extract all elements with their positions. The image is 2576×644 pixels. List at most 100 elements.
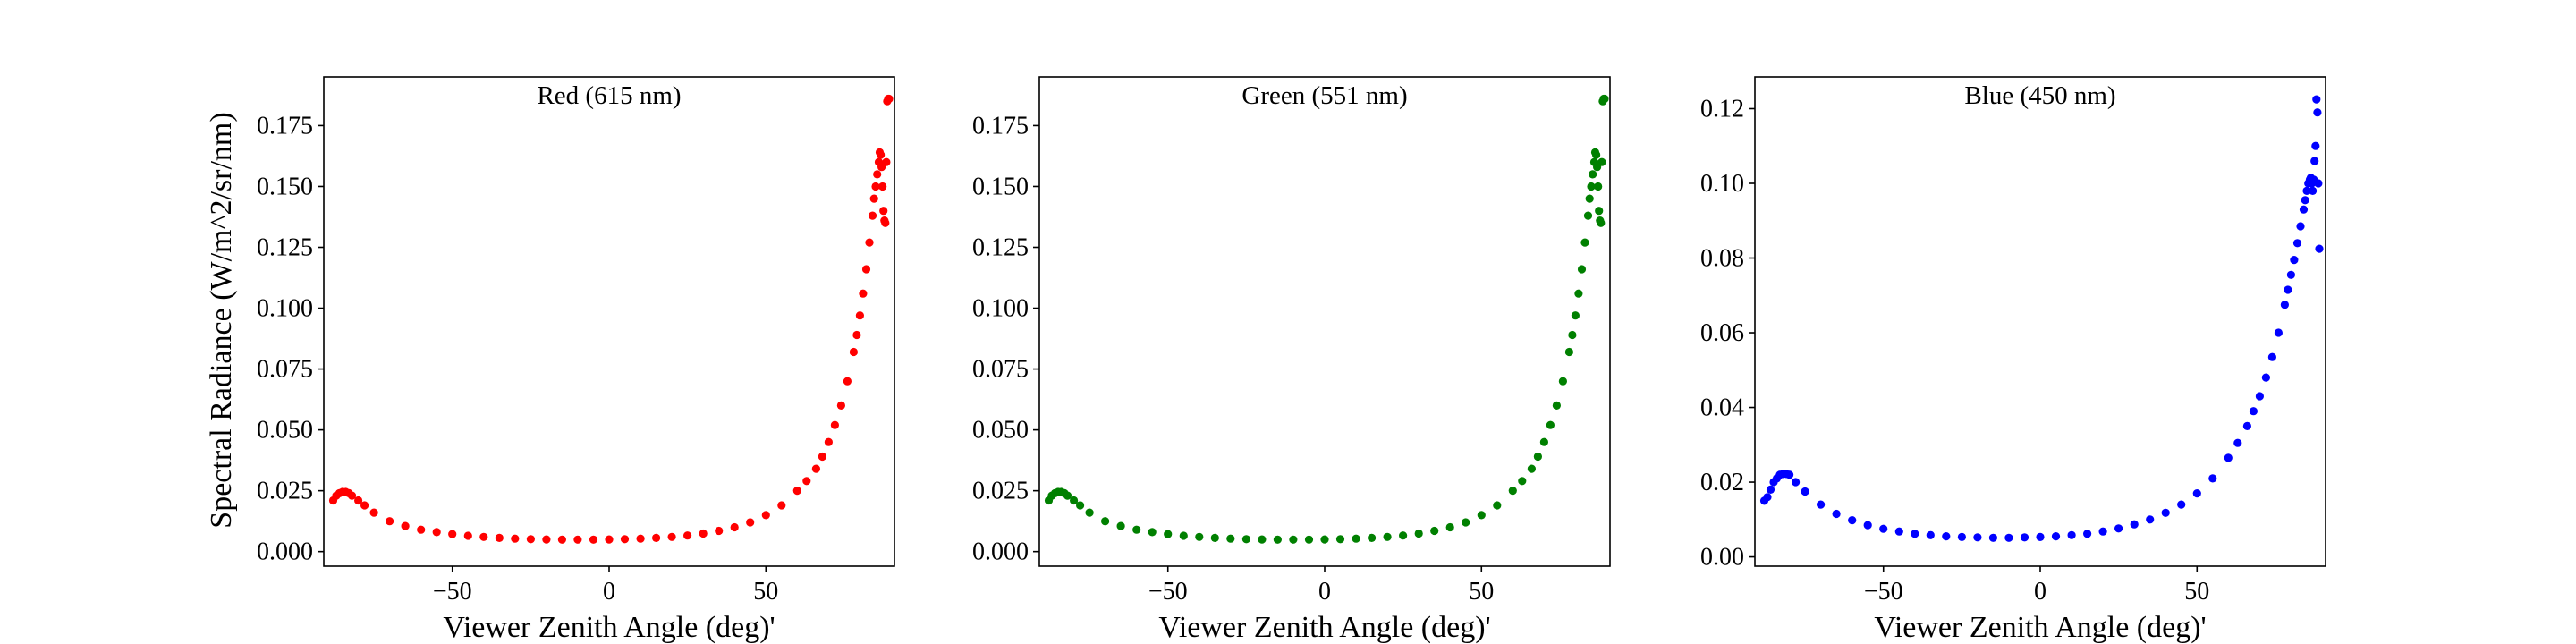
data-point: [511, 534, 520, 543]
x-axis-label: Viewer Zenith Angle (deg)': [1158, 611, 1490, 644]
data-point: [557, 535, 567, 544]
data-point: [881, 218, 890, 227]
x-tick-label: 0: [2034, 578, 2046, 606]
data-point: [1076, 501, 1085, 510]
data-point: [868, 211, 877, 220]
data-point: [589, 535, 598, 544]
y-tick-label: 0.075: [972, 356, 1029, 384]
panels-group: Red (615 nm)−50 0 500.0000.0250.0500.0750.…: [257, 76, 2326, 644]
data-point: [1766, 485, 1775, 495]
y-tick-label: 0.10: [1700, 170, 1744, 198]
data-point: [1258, 535, 1267, 544]
y-tick-label: 0.100: [257, 295, 313, 323]
data-point: [1926, 530, 1935, 539]
data-point: [865, 238, 874, 247]
y-tick-label: 0.00: [1700, 544, 1744, 572]
x-tick-label: 0: [603, 578, 615, 606]
scatter-series-0: [328, 94, 894, 544]
data-point: [1070, 496, 1079, 505]
data-point: [1589, 170, 1597, 179]
data-point: [401, 521, 410, 530]
data-point: [448, 530, 457, 538]
data-point: [1583, 211, 1593, 220]
data-point: [2161, 508, 2170, 517]
data-point: [479, 532, 488, 541]
data-point: [1116, 521, 1125, 530]
data-point: [818, 452, 827, 462]
y-tick-label: 0.08: [1700, 245, 1744, 273]
data-point: [2309, 186, 2318, 195]
data-point: [824, 437, 834, 446]
data-point: [2233, 438, 2242, 447]
data-point: [1518, 477, 1527, 486]
data-point: [2267, 352, 2276, 361]
y-tick-label: 0.000: [972, 538, 1029, 566]
data-point: [1445, 522, 1454, 532]
data-point: [882, 157, 891, 166]
y-tick-label: 0.100: [972, 295, 1029, 323]
data-point: [652, 533, 661, 543]
y-tick-label: 0.04: [1700, 394, 1744, 422]
data-point: [369, 508, 378, 517]
y-tick-label: 0.175: [257, 112, 313, 140]
y-tick-label: 0.175: [972, 112, 1029, 140]
data-point: [1595, 207, 1604, 216]
data-point: [1585, 194, 1594, 203]
data-point: [347, 491, 357, 500]
data-point: [1164, 530, 1173, 538]
data-point: [1848, 516, 1857, 525]
x-tick-label: −50: [433, 578, 472, 606]
data-point: [1179, 531, 1188, 540]
data-point: [1148, 528, 1157, 537]
panel-title: Blue (450 nm): [1964, 81, 2115, 110]
y-tick-label: 0.025: [972, 478, 1029, 505]
data-point: [2098, 527, 2107, 536]
y-tick-label: 0.02: [1700, 469, 1744, 496]
y-tick-label: 0.12: [1700, 95, 1744, 123]
data-point: [1195, 532, 1204, 541]
data-point: [1587, 182, 1596, 191]
data-point: [1600, 94, 1609, 104]
data-point: [1527, 464, 1536, 473]
data-point: [2020, 533, 2029, 542]
data-point: [1304, 535, 1314, 544]
data-point: [2004, 533, 2013, 542]
data-point: [2296, 222, 2305, 231]
y-tick-label: 0.125: [972, 233, 1029, 261]
data-point: [1592, 150, 1601, 159]
data-point: [885, 94, 894, 104]
data-point: [605, 535, 614, 544]
data-point: [1335, 535, 1345, 544]
data-point: [1539, 437, 1548, 446]
data-point: [1817, 500, 1826, 509]
panel-title: Green (551 nm): [1241, 81, 1407, 110]
data-point: [354, 496, 363, 505]
data-point: [1911, 530, 1919, 538]
data-point: [542, 535, 551, 544]
data-point: [2302, 186, 2311, 195]
y-tick-label: 0.025: [257, 478, 313, 505]
data-point: [2314, 179, 2323, 188]
data-point: [1973, 533, 1982, 542]
data-point: [2299, 205, 2309, 214]
data-point: [2130, 520, 2139, 529]
data-point: [1568, 330, 1577, 340]
data-point: [1763, 493, 1772, 502]
data-point: [2224, 453, 2233, 462]
data-point: [2255, 392, 2264, 401]
data-point: [2312, 95, 2321, 104]
data-point: [1597, 218, 1606, 227]
data-point: [526, 535, 536, 544]
data-point: [2280, 301, 2289, 309]
data-point: [699, 529, 708, 538]
x-axis-label: Viewer Zenith Angle (deg)': [443, 611, 775, 644]
data-point: [869, 194, 878, 203]
data-point: [2249, 407, 2258, 416]
data-point: [573, 535, 582, 544]
y-tick-label: 0.125: [257, 233, 313, 261]
y-tick-label: 0.050: [972, 417, 1029, 445]
data-point: [1863, 521, 1872, 530]
data-point: [861, 265, 871, 274]
data-point: [417, 525, 426, 534]
data-point: [1085, 508, 1094, 517]
